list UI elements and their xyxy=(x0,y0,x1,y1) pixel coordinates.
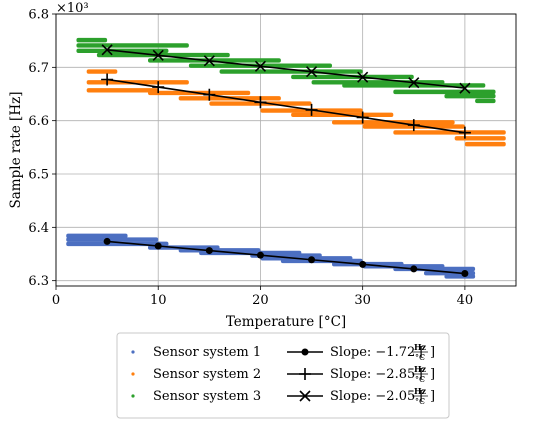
legend-unit-denominator: °C xyxy=(415,375,425,384)
y-tick-label: 6.5 xyxy=(28,168,49,183)
data-point-strip xyxy=(66,237,159,242)
y-tick-label: 6.4 xyxy=(28,221,49,236)
data-point-strip xyxy=(96,52,230,58)
legend-swatch xyxy=(131,372,135,376)
marker-x xyxy=(254,60,267,72)
data-point-strip xyxy=(393,89,496,95)
data-point-strip xyxy=(444,274,476,279)
y-tick-label: 6.6 xyxy=(28,114,49,129)
y-axis-label: Sample rate [Hz] xyxy=(8,92,24,209)
y-tick-label: 6.7 xyxy=(28,61,49,76)
marker-x xyxy=(408,77,420,89)
marker-circle xyxy=(301,348,309,356)
marker-circle xyxy=(308,256,316,264)
data-point-strip xyxy=(475,98,496,104)
y-axis-multiplier: ×10³ xyxy=(56,1,89,16)
marker-circle xyxy=(103,237,111,245)
legend-box xyxy=(116,332,450,419)
legend-unit-numerator: Hz xyxy=(414,386,427,396)
marker-circle xyxy=(461,270,469,278)
fit-line-2 xyxy=(101,73,471,139)
fit-line-1 xyxy=(103,237,469,278)
marker-plus xyxy=(458,126,471,139)
data-point-strip xyxy=(86,88,159,93)
plot-area-frame xyxy=(55,13,517,287)
marker-plus xyxy=(299,368,311,380)
y-tick-label: 6.8 xyxy=(28,8,49,23)
y-tick-label: 6.3 xyxy=(28,274,49,289)
x-tick-label: 20 xyxy=(252,293,269,308)
marker-circle xyxy=(205,247,213,255)
legend-unit-numerator: Hz xyxy=(414,364,427,374)
data-point-strip xyxy=(76,43,189,48)
marker-circle xyxy=(256,251,264,259)
marker-circle xyxy=(154,242,162,250)
fit-line-3 xyxy=(101,44,471,94)
legend-entry-label: Sensor system 2 xyxy=(153,367,261,382)
legend-entry-label: Slope: −2.85 [ xyxy=(330,367,424,382)
data-point-strip xyxy=(464,141,506,147)
legend-entry-label: Slope: −1.72 [ xyxy=(330,345,424,360)
legend-entry-label: ] xyxy=(430,389,435,404)
x-tick-label: 0 xyxy=(52,293,60,308)
legend-entry-label: ] xyxy=(430,345,435,360)
x-axis-label: Temperature [°C] xyxy=(226,314,346,330)
data-point-strip xyxy=(393,130,506,135)
marker-x xyxy=(203,55,215,67)
legend-swatch xyxy=(131,350,135,354)
legend: Sensor system 1 Sensor system 2 Sensor sys… xyxy=(116,332,450,419)
series-sensor-system-3 xyxy=(76,37,496,104)
marker-plus xyxy=(305,103,318,116)
marker-circle xyxy=(359,260,367,268)
data-layer xyxy=(66,37,506,279)
marker-circle xyxy=(410,265,418,273)
y-axis: 6.3 6.4 6.5 6.6 6.7 6.8 xyxy=(28,8,56,289)
legend-unit-denominator: °C xyxy=(415,353,425,362)
marker-plus xyxy=(152,81,165,94)
legend-entry-label: Sensor system 3 xyxy=(153,389,261,404)
data-point-strip xyxy=(86,69,118,74)
legend-swatch xyxy=(131,394,135,398)
data-point-strip xyxy=(454,136,506,141)
legend-entry-label: Slope: −2.05 [ xyxy=(330,389,424,404)
marker-plus xyxy=(101,73,114,86)
legend-entry-label: Sensor system 1 xyxy=(153,345,261,360)
data-point-strip xyxy=(444,93,496,99)
data-point-strip xyxy=(148,58,281,63)
legend-entry-label: ] xyxy=(430,367,435,382)
marker-x xyxy=(101,44,113,56)
marker-x xyxy=(152,49,164,61)
marker-x xyxy=(299,390,311,402)
x-tick-label: 30 xyxy=(354,293,371,308)
marker-x xyxy=(305,66,318,78)
marker-x xyxy=(357,71,369,83)
marker-plus xyxy=(203,88,216,101)
marker-plus xyxy=(407,119,420,132)
marker-plus xyxy=(356,111,369,124)
legend-unit-denominator: °C xyxy=(415,397,425,406)
fit-line xyxy=(107,240,465,275)
marker-plus xyxy=(254,96,267,109)
fit-line xyxy=(106,78,466,134)
legend-unit-numerator: Hz xyxy=(414,342,427,352)
x-axis: 0 10 20 30 40 xyxy=(52,286,473,308)
data-point-strip xyxy=(66,233,128,239)
x-tick-label: 10 xyxy=(150,293,167,308)
data-point-strip xyxy=(86,80,189,85)
marker-x xyxy=(459,82,471,94)
data-point-strip xyxy=(76,37,108,43)
x-tick-label: 40 xyxy=(457,293,474,308)
data-point-strip xyxy=(291,74,414,80)
fit-line xyxy=(107,49,465,89)
